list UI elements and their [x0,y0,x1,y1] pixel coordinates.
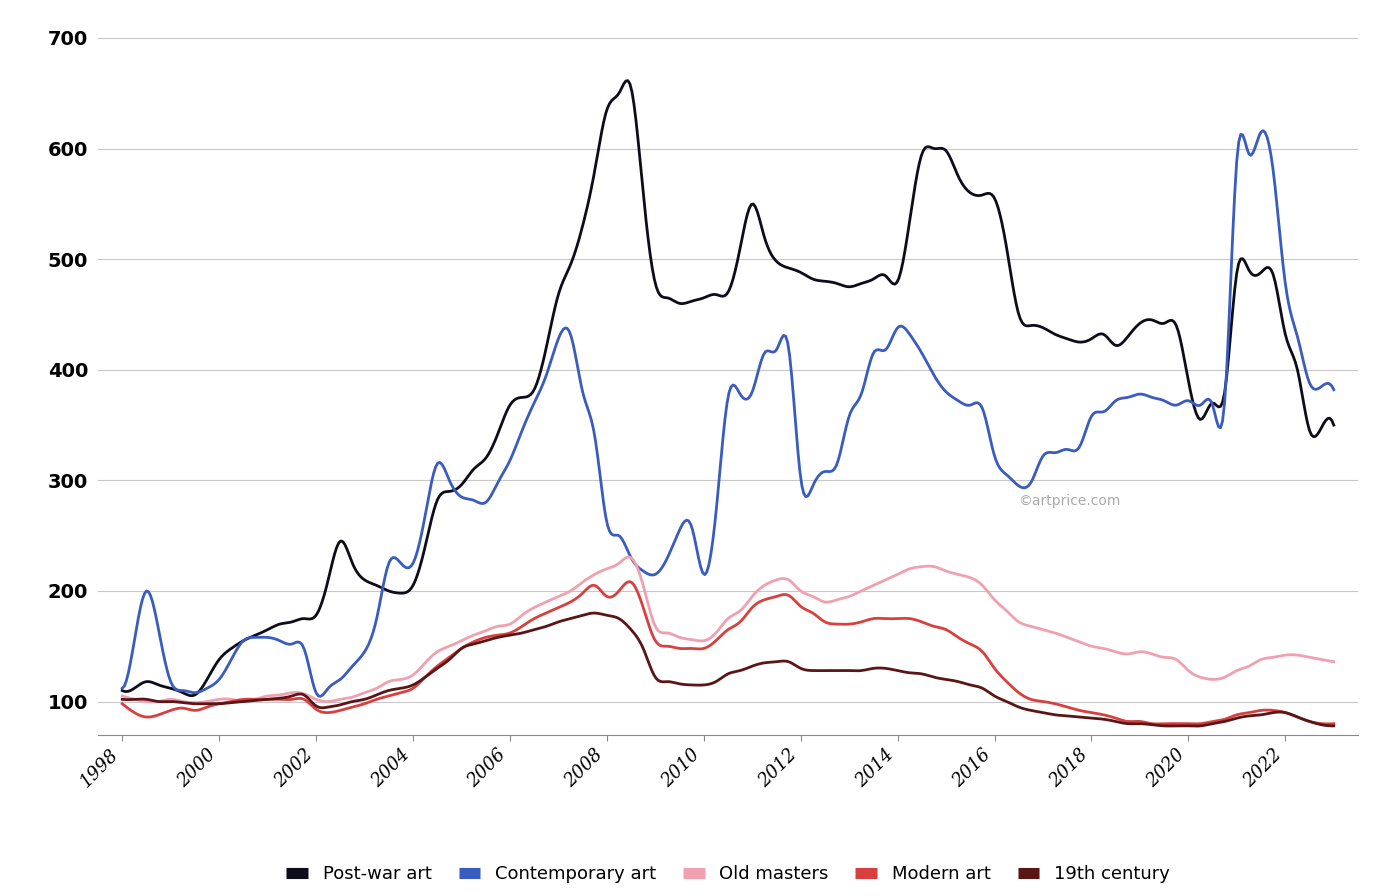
Text: ©artprice.com: ©artprice.com [1018,494,1120,508]
Legend: Post-war art, Contemporary art, Old masters, Modern art, 19th century: Post-war art, Contemporary art, Old mast… [279,858,1177,891]
